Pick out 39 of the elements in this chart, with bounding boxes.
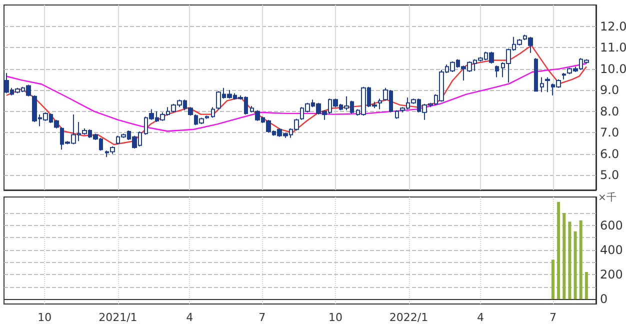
y-tick-label: 600 [600, 218, 623, 232]
x-tick-label: 10 [328, 311, 342, 324]
y-tick-label: 5.0 [600, 168, 620, 182]
candlestick [211, 106, 215, 118]
bar [557, 202, 560, 300]
bar [584, 272, 588, 300]
candlestick [395, 110, 399, 120]
candlestick [378, 98, 382, 110]
bar [551, 260, 554, 300]
line-series [6, 62, 588, 132]
x-tick-label: 10 [38, 311, 52, 324]
y-tick-label: 10.0 [600, 62, 626, 76]
candlestick [562, 72, 566, 80]
bar [568, 222, 572, 300]
y-tick-label: 0 [600, 292, 608, 306]
candlestick [205, 115, 209, 120]
bar [574, 231, 577, 300]
bar [562, 212, 566, 300]
y-tick-label: 9.0 [600, 83, 620, 98]
x-tick-label: 4 [186, 311, 194, 324]
x-tick-label: 7 [258, 311, 266, 324]
y-tick-label: 8.0 [600, 104, 620, 118]
x-tick-label: 2021/1 [98, 311, 138, 324]
candlestick [534, 58, 538, 92]
x-tick-label: 7 [549, 311, 556, 324]
y-tick-label: 11.0 [600, 40, 626, 55]
candlestick [545, 76, 550, 93]
y-tick-label: 200 [600, 267, 623, 282]
y-axis-title: ×千 [598, 192, 616, 204]
y-tick-label: 12.0 [600, 19, 626, 34]
y-tick-label: 400 [600, 242, 623, 257]
line-series [6, 44, 588, 146]
candlestick [540, 76, 544, 93]
bar [579, 220, 582, 300]
x-tick-label: 4 [476, 311, 484, 324]
y-tick-label: 7.0 [600, 126, 620, 140]
candlestick [495, 65, 499, 78]
y-tick-label: 6.0 [600, 146, 620, 161]
x-tick-label: 2022/1 [389, 311, 428, 324]
